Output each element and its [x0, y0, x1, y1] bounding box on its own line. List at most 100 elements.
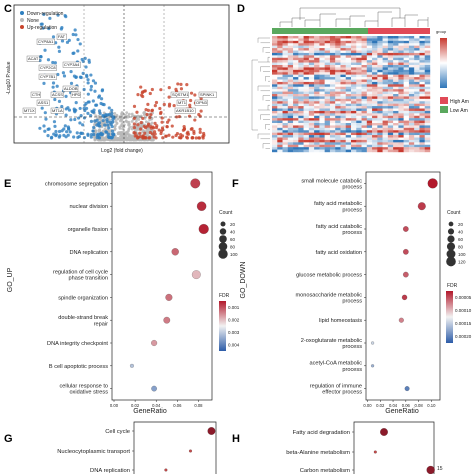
heatmap-cell [408, 106, 415, 109]
heatmap-cell [319, 86, 325, 90]
heatmap-cell [282, 67, 288, 71]
heatmap-cell [387, 127, 394, 131]
heatmap-cell [314, 67, 320, 71]
heatmap-cell [419, 144, 425, 148]
heatmap-cell [424, 120, 431, 124]
heatmap-cell [356, 120, 362, 124]
heatmap-cell [424, 52, 431, 56]
heatmap-cell [282, 110, 288, 114]
volcano-point-down [89, 84, 94, 89]
panel-c: C Down-regulation None Up-regulation CYP… [4, 3, 230, 154]
heatmap-cell [293, 65, 299, 68]
heatmap-cell [387, 142, 394, 145]
heatmap-cell [377, 86, 383, 90]
heatmap-cell [340, 69, 346, 73]
heatmap-cell [324, 139, 331, 143]
heatmap-cell [398, 94, 404, 97]
heatmap-cell [340, 149, 346, 153]
term-label: effector process [322, 390, 362, 396]
heatmap-cell [393, 74, 399, 78]
volcano-point-down [76, 49, 80, 53]
heatmap-cells [272, 36, 431, 153]
heatmap-cell [377, 79, 383, 83]
heatmap-cell [361, 106, 367, 109]
heatmap-cell [308, 144, 315, 148]
heatmap-cell [287, 127, 294, 131]
heatmap-cell [324, 38, 331, 42]
heatmap-cell [414, 144, 420, 148]
heatmap-cell [408, 50, 415, 54]
heatmap-cell [272, 45, 278, 49]
heatmap-cell [351, 142, 357, 145]
heatmap-cell [361, 48, 367, 51]
heatmap-cell [340, 147, 346, 150]
heatmap-cell [308, 62, 315, 66]
enrichment-dot [207, 427, 216, 435]
heatmap-cell [282, 130, 288, 133]
heatmap-cell [403, 98, 410, 102]
x-tick-label: 0.04 [152, 403, 161, 408]
volcano-point-up [176, 82, 180, 86]
heatmap-cell [393, 108, 399, 112]
term-label: 2-oxoglutarate metabolic [301, 338, 362, 344]
heatmap-cell [403, 43, 410, 46]
heatmap-cell [387, 84, 394, 87]
heatmap-cell [408, 98, 415, 102]
heatmap-cell [324, 113, 331, 116]
heatmap-cell [298, 48, 304, 51]
heatmap-cell [345, 125, 352, 129]
heatmap-cell [356, 125, 362, 129]
heatmap-cell [414, 57, 420, 61]
heatmap-cell [351, 91, 357, 95]
heatmap-cell [287, 86, 294, 90]
heatmap-cell [372, 130, 378, 133]
enrichment-dot [404, 386, 410, 391]
volcano-point-none [127, 137, 131, 141]
heatmap-cell [408, 72, 415, 75]
heatmap-cell [382, 36, 389, 39]
heatmap-cell [377, 94, 383, 97]
volcano-point-down [63, 124, 67, 128]
heatmap-cell [319, 67, 325, 71]
heatmap-cell [303, 147, 310, 150]
volcano-point-down [73, 28, 77, 32]
heatmap-cell [382, 94, 389, 97]
heatmap-cell [351, 81, 357, 85]
volcano-point-down [62, 74, 67, 78]
heatmap-cell [387, 79, 394, 83]
heatmap-cell [398, 98, 404, 102]
heatmap-cell [303, 45, 310, 49]
heatmap-cell [277, 135, 283, 138]
heatmap-cell [356, 101, 362, 104]
legend-label-low: Low Am [450, 108, 468, 114]
heatmap-cell [293, 101, 299, 104]
term-label: fatty acid catabolic [316, 224, 362, 230]
heatmap-cell [277, 98, 283, 102]
heatmap-cell [303, 79, 310, 83]
heatmap-cell [424, 38, 431, 42]
heatmap-cell [303, 113, 310, 116]
heatmap-cell [287, 43, 294, 46]
heatmap-cell [361, 86, 367, 90]
heatmap-cell [298, 113, 304, 116]
heatmap-cell [372, 108, 378, 112]
heatmap-cell [387, 55, 394, 58]
volcano-point-down [39, 55, 43, 59]
heatmap-cell [398, 62, 404, 66]
heatmap-cell [356, 113, 362, 116]
heatmap-cell [319, 84, 325, 87]
heatmap-cell [408, 149, 415, 153]
heatmap-cell [298, 135, 304, 138]
heatmap-cell [272, 79, 278, 83]
plot-frame [111, 171, 213, 401]
heatmap-cell [319, 113, 325, 116]
heatmap-cell [387, 81, 394, 85]
heatmap-cell [303, 132, 310, 136]
heatmap-cell [393, 149, 399, 153]
count-legend-dot [448, 221, 454, 227]
heatmap-cell [303, 125, 310, 129]
heatmap-cell [361, 147, 367, 150]
heatmap-cell [303, 96, 310, 100]
heatmap-cell [277, 113, 283, 116]
heatmap-cell [329, 69, 336, 73]
